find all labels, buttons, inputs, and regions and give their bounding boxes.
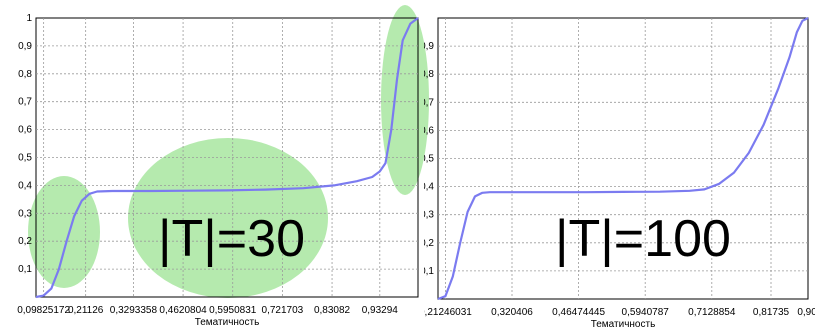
y-tick-label: 0,4	[18, 180, 32, 191]
highlight-blob	[28, 176, 100, 288]
y-tick-label: 0,7	[18, 97, 32, 108]
x-tick-label: 0,09825172	[17, 305, 70, 316]
x-tick-label: 0,3293358	[110, 305, 158, 316]
y-tick-label: 1	[26, 13, 32, 24]
x-tick-label: 0,93294	[362, 305, 399, 316]
y-tick-label: 0,8	[424, 69, 434, 80]
highlight-blob	[128, 138, 328, 298]
y-tick-label: 0,5	[424, 154, 434, 165]
y-tick-label: 0,7	[424, 97, 434, 108]
x-tick-label: 0,721703	[262, 305, 304, 316]
y-tick-label: 0,5	[18, 153, 32, 164]
x-tick-label: 0,21126	[68, 305, 104, 316]
x-tick-label: 0,4620804	[159, 305, 207, 316]
x-tick-label: 0,81735	[753, 307, 790, 318]
y-tick-label: 0,6	[18, 125, 32, 136]
y-tick-label: 0,9	[424, 41, 434, 52]
x-axis-label: Тематичность	[195, 317, 260, 328]
y-tick-label: 0,6	[424, 125, 434, 136]
y-tick-label: 0,3	[18, 208, 32, 219]
x-tick-label: 0,5940787	[622, 307, 670, 318]
chart-annotation: |T|=30	[158, 210, 305, 268]
highlight-blob	[381, 5, 429, 195]
chart-annotation: |T|=100	[555, 210, 731, 268]
x-tick-label: 0,5950831	[209, 305, 257, 316]
y-tick-label: 0,3	[424, 210, 434, 221]
chart-panel-right: 0,9 0,8 0,7 0,6 0,5 0,4 0,3 0,2 0,1 0,21246031 0,3…	[424, 0, 815, 331]
x-tick-label: 0,21246031	[424, 307, 472, 318]
y-tick-label: 0,2	[18, 236, 32, 247]
x-tick-label: 0,90768	[797, 307, 815, 318]
x-tick-label: 0,83082	[314, 305, 351, 316]
y-tick-label: 0,9	[18, 41, 32, 52]
y-tick-label: 0,2	[424, 238, 434, 249]
y-tick-label: 0,1	[18, 264, 32, 275]
x-tick-label: 0,320406	[491, 307, 533, 318]
x-tick-label: 0,46474445	[552, 307, 605, 318]
chart-panel-left: 1 0,9 0,8 0,7 0,6 0,5 0,4 0,3 0,2 0,1 0,09825172 0,…	[17, 5, 429, 328]
x-axis-label: Тематичность	[591, 319, 656, 330]
y-tick-label: 0,4	[424, 182, 434, 193]
chart-left: 10,90,80,70,60,50,40,30,20,10,098251720,…	[17, 5, 429, 328]
x-tick-label: 0,7128854	[688, 307, 736, 318]
y-tick-label: 0,8	[18, 69, 32, 80]
series-line	[35, 17, 419, 299]
series-line	[437, 17, 809, 301]
chart-right: 0,9 0,8 0,7 0,6 0,5 0,4 0,3 0,2 0,1 0,21246031 0,3…	[424, 17, 815, 330]
y-tick-label: 0,1	[424, 266, 434, 277]
